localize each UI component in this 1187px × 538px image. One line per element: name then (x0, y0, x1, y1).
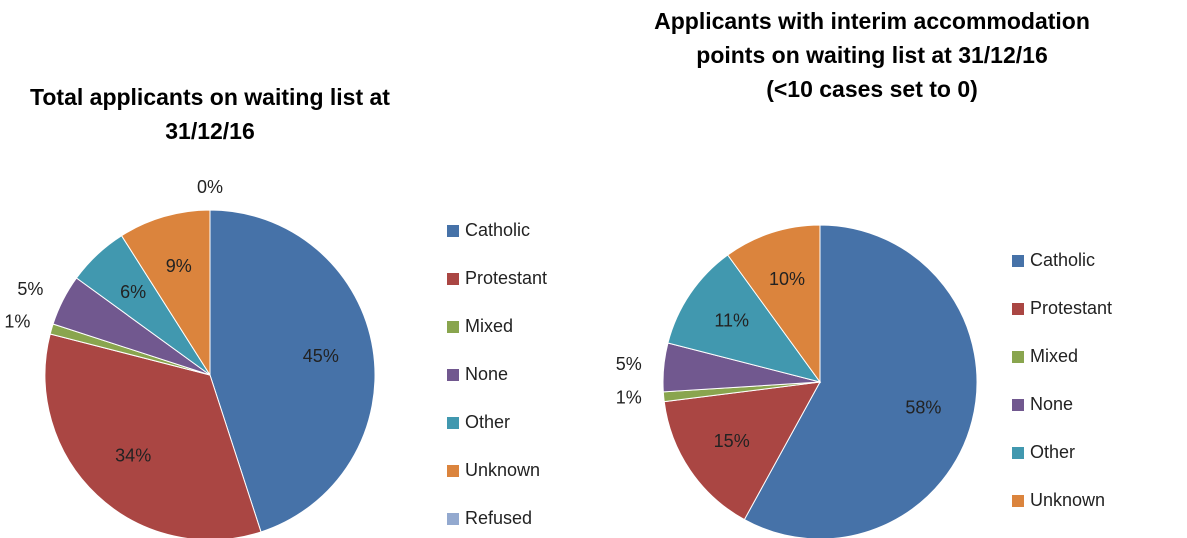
legend-label: Unknown (465, 460, 540, 480)
legend-swatch (447, 513, 459, 525)
data-label: 5% (616, 354, 642, 374)
data-label: 9% (166, 256, 192, 276)
pie-slice (44, 333, 262, 538)
chart-title: Applicants with interim accommodation po… (642, 4, 1102, 106)
legend-label: None (465, 364, 508, 384)
legend-swatch (1012, 399, 1024, 411)
legend-label: None (1030, 394, 1073, 414)
legend-swatch (1012, 447, 1024, 459)
legend-swatch (447, 369, 459, 381)
legend-label: Mixed (465, 316, 513, 336)
pie-slice (663, 381, 821, 521)
chart-title: Total applicants on waiting list at 31/1… (30, 84, 390, 144)
data-label: 15% (714, 431, 750, 451)
chart-subtitle: (<10 cases set to 0) (766, 76, 978, 102)
chart-title: Applicants with interim accommodation po… (654, 8, 1090, 68)
legend-label: Unknown (1030, 490, 1105, 510)
data-label: 34% (115, 446, 151, 466)
data-label: 11% (714, 311, 749, 331)
legend-label: Protestant (465, 268, 547, 288)
legend-swatch (1012, 495, 1024, 507)
data-label: 1% (616, 388, 642, 408)
legend-swatch (1012, 303, 1024, 315)
legend-swatch (447, 417, 459, 429)
legend-swatch (447, 225, 459, 237)
data-label: 5% (17, 279, 43, 299)
pie-slice (743, 224, 978, 538)
legend-swatch (447, 321, 459, 333)
legend-label: Other (465, 412, 510, 432)
data-label: 0% (197, 177, 223, 197)
data-label: 45% (303, 346, 339, 366)
legend-label: Protestant (1030, 298, 1112, 318)
legend-label: Catholic (465, 220, 530, 240)
pie-slice (209, 209, 376, 533)
legend-label: Other (1030, 442, 1075, 462)
legend-swatch (447, 465, 459, 477)
legend-swatch (1012, 255, 1024, 267)
pie-slice (667, 254, 822, 383)
legend-swatch (1012, 351, 1024, 363)
pie-slice (727, 224, 821, 384)
legend-label: Mixed (1030, 346, 1078, 366)
legend-label: Catholic (1030, 250, 1095, 270)
data-label: 10% (769, 269, 805, 289)
legend-label: Refused (465, 508, 532, 528)
legend-swatch (447, 273, 459, 285)
data-label: 1% (4, 312, 30, 332)
data-label: 6% (120, 282, 146, 302)
data-label: 58% (905, 397, 941, 417)
pie-slice (120, 209, 211, 377)
